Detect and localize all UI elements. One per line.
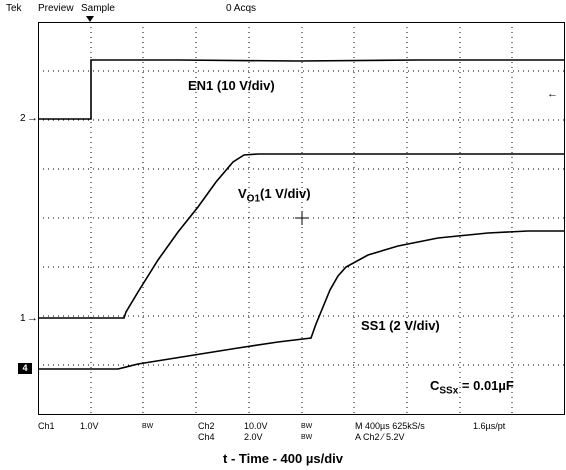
ch2-label: Ch2 xyxy=(198,421,215,431)
ch2-ground-arrow-icon: → xyxy=(27,112,38,124)
brand-label: Tek xyxy=(6,3,22,14)
ch1-bw-badge: BW xyxy=(142,423,154,430)
vo1-trace-label: VO1(1 V/div) xyxy=(238,186,311,205)
ch2-bw-badge: BW xyxy=(301,423,313,430)
sample-interval-readout: 1.6µs/pt xyxy=(473,421,506,431)
scope-screen xyxy=(38,22,565,415)
ch1-scale: 1.0V xyxy=(80,421,99,431)
ss1-trace-label: SS1 (2 V/div) xyxy=(361,318,440,333)
ch1-ground-marker: 1 xyxy=(20,313,26,324)
scope-header: Tek Preview Sample 0 Acqs xyxy=(0,0,566,22)
en1-trace-label: EN1 (10 V/div) xyxy=(188,78,275,93)
trace-en1 xyxy=(38,59,565,120)
mode-label: Preview xyxy=(38,3,74,14)
trace-ss1 xyxy=(38,230,565,370)
capacitor-label: CSSx = 0.01µF xyxy=(430,378,514,397)
ch2-scale: 10.0V xyxy=(244,421,268,431)
timebase-readout: M 400µs 625kS/s xyxy=(355,421,425,431)
ch1-ground-arrow-icon: → xyxy=(27,312,38,324)
time-axis-caption: t - Time - 400 µs/div xyxy=(223,451,343,466)
ch1-label: Ch1 xyxy=(38,421,55,431)
trigger-readout: A Ch2 ⁄ 5.2V xyxy=(355,432,405,442)
ch4-scale: 2.0V xyxy=(244,432,263,442)
ch4-ground-marker: 4 xyxy=(18,363,32,374)
ch4-bw-badge: BW xyxy=(301,434,313,441)
ch2-ground-marker: 2 xyxy=(20,113,26,124)
acq-count-label: 0 Acqs xyxy=(226,3,257,14)
acq-mode-label: Sample xyxy=(81,3,115,14)
trigger-position-icon xyxy=(86,16,94,22)
trace-vo1 xyxy=(38,153,565,319)
trigger-level-arrow-icon: ← xyxy=(547,88,558,100)
graticule xyxy=(38,22,565,415)
ch4-label: Ch4 xyxy=(198,432,215,442)
